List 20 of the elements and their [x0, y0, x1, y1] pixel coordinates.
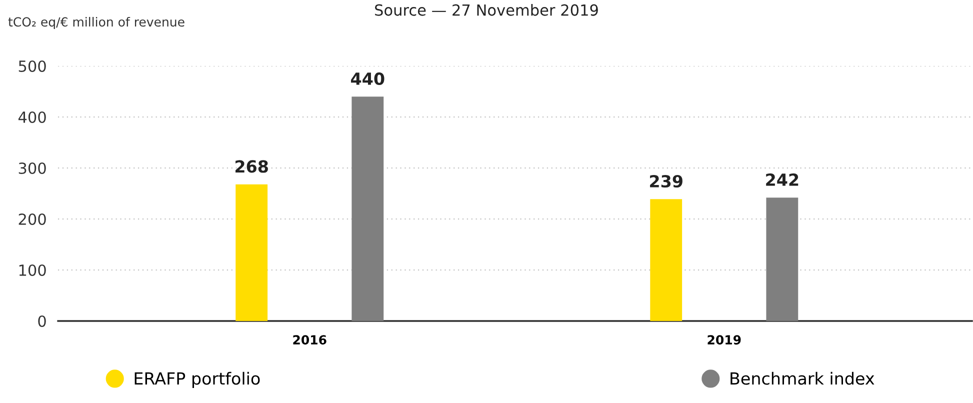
bar [766, 198, 798, 321]
x-tick-label: 2016 [293, 335, 326, 345]
bar [352, 96, 384, 321]
data-label: 440 [351, 72, 384, 86]
data-label: 242 [766, 173, 798, 186]
bar [236, 184, 268, 321]
y-axis-title: tCO₂ eq/€ million of revenue [8, 16, 184, 30]
legend-label: ERAFP portfolio [134, 372, 260, 388]
y-tick-label: 0 [38, 315, 46, 328]
y-tick-label: 400 [18, 111, 46, 124]
bar [650, 199, 682, 321]
chart-title: Source — 27 November 2019 [375, 4, 598, 16]
legend-label: Benchmark index [730, 372, 874, 385]
y-tick-label: 500 [18, 60, 46, 72]
data-label: 239 [650, 174, 682, 188]
y-tick-label: 100 [19, 264, 46, 276]
y-tick-label: 300 [18, 162, 46, 174]
x-tick-label: 2019 [708, 335, 741, 345]
y-tick-label: 200 [18, 213, 46, 226]
data-label: 268 [236, 160, 268, 173]
